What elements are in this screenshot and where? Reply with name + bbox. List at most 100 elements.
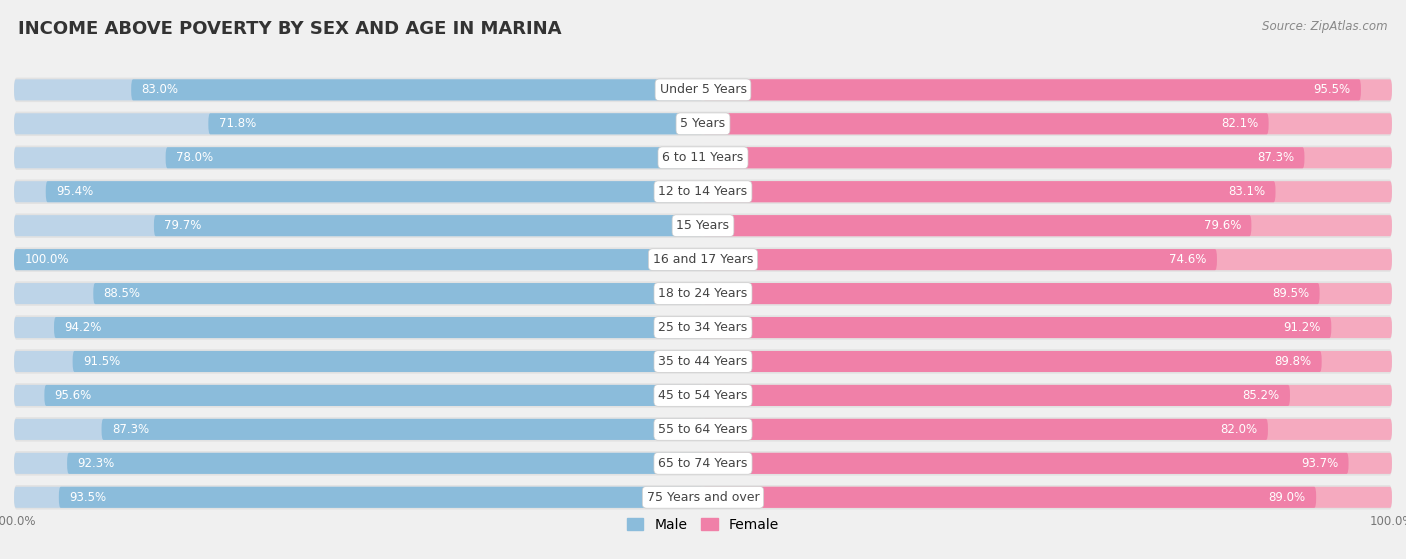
Text: 95.4%: 95.4% [56,185,93,198]
Text: 89.8%: 89.8% [1274,355,1312,368]
Text: 75 Years and over: 75 Years and over [647,491,759,504]
FancyBboxPatch shape [703,351,1392,372]
Text: 89.0%: 89.0% [1268,491,1306,504]
FancyBboxPatch shape [131,79,703,101]
FancyBboxPatch shape [703,419,1268,440]
Text: 25 to 34 Years: 25 to 34 Years [658,321,748,334]
FancyBboxPatch shape [14,383,1392,408]
Text: 74.6%: 74.6% [1170,253,1206,266]
FancyBboxPatch shape [703,283,1392,304]
FancyBboxPatch shape [14,283,703,304]
Text: 5 Years: 5 Years [681,117,725,130]
FancyBboxPatch shape [14,78,1392,102]
FancyBboxPatch shape [14,179,1392,204]
Text: 91.5%: 91.5% [83,355,120,368]
FancyBboxPatch shape [14,113,703,134]
Text: INCOME ABOVE POVERTY BY SEX AND AGE IN MARINA: INCOME ABOVE POVERTY BY SEX AND AGE IN M… [18,20,562,37]
Text: 91.2%: 91.2% [1284,321,1322,334]
FancyBboxPatch shape [14,181,703,202]
FancyBboxPatch shape [703,113,1268,134]
Text: 100.0%: 100.0% [0,515,37,528]
FancyBboxPatch shape [14,485,1392,509]
FancyBboxPatch shape [166,147,703,168]
Text: 88.5%: 88.5% [104,287,141,300]
Text: 16 and 17 Years: 16 and 17 Years [652,253,754,266]
FancyBboxPatch shape [14,385,703,406]
Text: 6 to 11 Years: 6 to 11 Years [662,151,744,164]
FancyBboxPatch shape [14,215,703,236]
Text: 12 to 14 Years: 12 to 14 Years [658,185,748,198]
FancyBboxPatch shape [67,453,703,474]
Text: 45 to 54 Years: 45 to 54 Years [658,389,748,402]
FancyBboxPatch shape [703,385,1289,406]
FancyBboxPatch shape [14,112,1392,136]
FancyBboxPatch shape [14,315,1392,340]
Text: 100.0%: 100.0% [1369,515,1406,528]
FancyBboxPatch shape [46,181,703,202]
FancyBboxPatch shape [703,215,1392,236]
FancyBboxPatch shape [14,147,703,168]
FancyBboxPatch shape [703,79,1392,101]
Text: 87.3%: 87.3% [112,423,149,436]
FancyBboxPatch shape [703,419,1392,440]
FancyBboxPatch shape [703,147,1392,168]
FancyBboxPatch shape [73,351,703,372]
Text: 82.1%: 82.1% [1220,117,1258,130]
FancyBboxPatch shape [14,249,703,270]
FancyBboxPatch shape [703,351,1322,372]
Text: 94.2%: 94.2% [65,321,101,334]
Text: 85.2%: 85.2% [1243,389,1279,402]
FancyBboxPatch shape [53,317,703,338]
FancyBboxPatch shape [14,419,703,440]
Text: 18 to 24 Years: 18 to 24 Years [658,287,748,300]
FancyBboxPatch shape [14,317,703,338]
FancyBboxPatch shape [208,113,703,134]
Text: Source: ZipAtlas.com: Source: ZipAtlas.com [1263,20,1388,32]
FancyBboxPatch shape [703,317,1392,338]
Text: 78.0%: 78.0% [176,151,214,164]
FancyBboxPatch shape [93,283,703,304]
FancyBboxPatch shape [703,181,1275,202]
FancyBboxPatch shape [703,385,1392,406]
Text: 71.8%: 71.8% [219,117,256,130]
FancyBboxPatch shape [703,147,1305,168]
FancyBboxPatch shape [14,145,1392,170]
FancyBboxPatch shape [703,453,1392,474]
FancyBboxPatch shape [59,487,703,508]
Text: 55 to 64 Years: 55 to 64 Years [658,423,748,436]
FancyBboxPatch shape [703,79,1361,101]
FancyBboxPatch shape [153,215,703,236]
Text: 92.3%: 92.3% [77,457,115,470]
FancyBboxPatch shape [14,249,703,270]
FancyBboxPatch shape [703,487,1392,508]
FancyBboxPatch shape [14,79,703,101]
FancyBboxPatch shape [101,419,703,440]
FancyBboxPatch shape [45,385,703,406]
FancyBboxPatch shape [14,487,703,508]
Text: 93.7%: 93.7% [1301,457,1339,470]
FancyBboxPatch shape [703,215,1251,236]
FancyBboxPatch shape [14,417,1392,442]
Text: 83.0%: 83.0% [142,83,179,96]
Text: Under 5 Years: Under 5 Years [659,83,747,96]
FancyBboxPatch shape [14,451,1392,476]
FancyBboxPatch shape [703,283,1320,304]
Text: 100.0%: 100.0% [24,253,69,266]
Text: 35 to 44 Years: 35 to 44 Years [658,355,748,368]
FancyBboxPatch shape [703,487,1316,508]
FancyBboxPatch shape [14,351,703,372]
Text: 65 to 74 Years: 65 to 74 Years [658,457,748,470]
FancyBboxPatch shape [14,349,1392,374]
Text: 89.5%: 89.5% [1272,287,1309,300]
FancyBboxPatch shape [703,317,1331,338]
Text: 87.3%: 87.3% [1257,151,1294,164]
Text: 15 Years: 15 Years [676,219,730,232]
FancyBboxPatch shape [14,281,1392,306]
FancyBboxPatch shape [703,453,1348,474]
Text: 95.6%: 95.6% [55,389,91,402]
Text: 93.5%: 93.5% [69,491,107,504]
Text: 95.5%: 95.5% [1313,83,1351,96]
FancyBboxPatch shape [14,214,1392,238]
FancyBboxPatch shape [703,249,1218,270]
FancyBboxPatch shape [14,453,703,474]
